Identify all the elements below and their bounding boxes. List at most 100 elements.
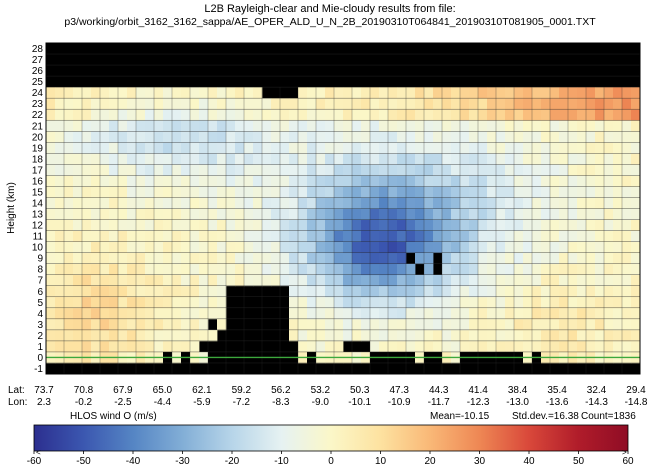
heatmap-cell bbox=[523, 340, 533, 353]
heatmap-cell bbox=[523, 329, 533, 342]
heatmap-cell bbox=[550, 329, 560, 342]
heatmap-cell bbox=[460, 241, 470, 254]
heatmap-cell bbox=[469, 252, 479, 265]
heatmap-cell bbox=[433, 153, 443, 165]
heatmap-cell bbox=[451, 307, 461, 320]
heatmap-cell bbox=[514, 263, 524, 276]
heatmap-cell bbox=[181, 175, 191, 187]
heatmap-cell bbox=[280, 219, 290, 231]
heatmap-cell bbox=[208, 164, 218, 176]
heatmap-cell bbox=[361, 241, 371, 254]
heatmap-cell bbox=[118, 186, 128, 198]
y-tick-label: 8 bbox=[37, 265, 43, 276]
heatmap-cell bbox=[307, 219, 317, 231]
heatmap-cell bbox=[343, 241, 353, 254]
heatmap-cell bbox=[334, 230, 344, 242]
y-tick-label: 23 bbox=[32, 99, 44, 110]
heatmap-cell bbox=[406, 241, 416, 254]
heatmap-cell bbox=[397, 197, 407, 209]
heatmap-cell bbox=[271, 274, 281, 287]
heatmap-cell bbox=[190, 164, 200, 176]
heatmap-cell bbox=[478, 186, 488, 198]
heatmap-cell bbox=[280, 153, 290, 165]
heatmap-cell bbox=[136, 307, 146, 320]
heatmap-cell bbox=[253, 230, 263, 242]
heatmap-cell bbox=[343, 230, 353, 242]
heatmap-cell bbox=[226, 131, 236, 143]
heatmap-cell bbox=[541, 340, 551, 353]
heatmap-cell bbox=[559, 120, 569, 132]
heatmap-cell bbox=[64, 274, 74, 287]
heatmap-cell bbox=[568, 153, 578, 165]
heatmap-cell bbox=[577, 274, 587, 287]
heatmap-cell bbox=[424, 263, 434, 276]
heatmap-cell bbox=[226, 175, 236, 187]
lon-row-label: Lon: bbox=[8, 397, 27, 408]
heatmap-cell bbox=[172, 252, 182, 265]
lon-tick-label: -13.0 bbox=[506, 397, 529, 408]
heatmap-cell bbox=[622, 197, 632, 209]
heatmap-cell bbox=[298, 186, 308, 198]
heatmap-cell bbox=[604, 131, 614, 143]
heatmap-cell bbox=[451, 340, 461, 353]
heatmap-cell bbox=[235, 186, 245, 198]
heatmap-cell bbox=[118, 274, 128, 287]
heatmap-cell bbox=[424, 329, 434, 342]
heatmap-cell bbox=[478, 208, 488, 220]
heatmap-cell bbox=[631, 109, 641, 121]
heatmap-cell bbox=[316, 219, 326, 231]
heatmap-cell bbox=[415, 208, 425, 220]
heatmap-cell bbox=[361, 87, 371, 99]
heatmap-cell bbox=[118, 109, 128, 121]
heatmap-cell bbox=[109, 252, 119, 265]
heatmap-cell bbox=[244, 252, 254, 265]
heatmap-cell bbox=[181, 87, 191, 99]
heatmap-cell bbox=[388, 340, 398, 353]
heatmap-cell bbox=[298, 164, 308, 176]
heatmap-cell bbox=[235, 263, 245, 276]
heatmap-cell bbox=[370, 285, 380, 298]
heatmap-cell bbox=[235, 109, 245, 121]
heatmap-cell bbox=[118, 197, 128, 209]
heatmap-cell bbox=[586, 197, 596, 209]
heatmap-cell bbox=[181, 142, 191, 154]
heatmap-cell bbox=[379, 120, 389, 132]
heatmap-cell bbox=[217, 120, 227, 132]
heatmap-cell bbox=[523, 252, 533, 265]
heatmap-cell bbox=[388, 219, 398, 231]
heatmap-cell bbox=[316, 120, 326, 132]
heatmap-cell bbox=[235, 230, 245, 242]
heatmap-cell bbox=[577, 318, 587, 331]
heatmap-cell bbox=[73, 164, 83, 176]
heatmap-cell bbox=[82, 131, 92, 143]
heatmap-cell bbox=[82, 307, 92, 320]
heatmap-cell bbox=[613, 153, 623, 165]
lon-tick-label: 2.3 bbox=[37, 397, 51, 408]
heatmap-cell bbox=[82, 208, 92, 220]
heatmap-cell bbox=[46, 230, 56, 242]
heatmap-cell bbox=[631, 285, 641, 298]
heatmap-cell bbox=[226, 252, 236, 265]
y-tick-label: 2 bbox=[37, 331, 43, 342]
colorbar-tick-label: -40 bbox=[126, 456, 141, 467]
heatmap-cell bbox=[109, 175, 119, 187]
heatmap-cell bbox=[73, 241, 83, 254]
heatmap-cell bbox=[451, 318, 461, 331]
heatmap-cell bbox=[244, 274, 254, 287]
heatmap-cell bbox=[487, 98, 497, 110]
heatmap-cell bbox=[253, 208, 263, 220]
heatmap-cell bbox=[136, 153, 146, 165]
heatmap-cell bbox=[541, 285, 551, 298]
heatmap-cell bbox=[388, 263, 398, 276]
heatmap-cell bbox=[163, 109, 173, 121]
heatmap-cell bbox=[406, 175, 416, 187]
y-tick-label: 11 bbox=[33, 232, 44, 243]
heatmap-cell bbox=[514, 340, 524, 353]
heatmap-cell bbox=[352, 131, 362, 143]
heatmap-cell bbox=[550, 175, 560, 187]
heatmap-cell bbox=[55, 142, 65, 154]
heatmap-cell bbox=[190, 274, 200, 287]
heatmap-cell bbox=[460, 252, 470, 265]
lat-tick-label: 38.4 bbox=[508, 385, 528, 396]
heatmap-cell bbox=[208, 197, 218, 209]
